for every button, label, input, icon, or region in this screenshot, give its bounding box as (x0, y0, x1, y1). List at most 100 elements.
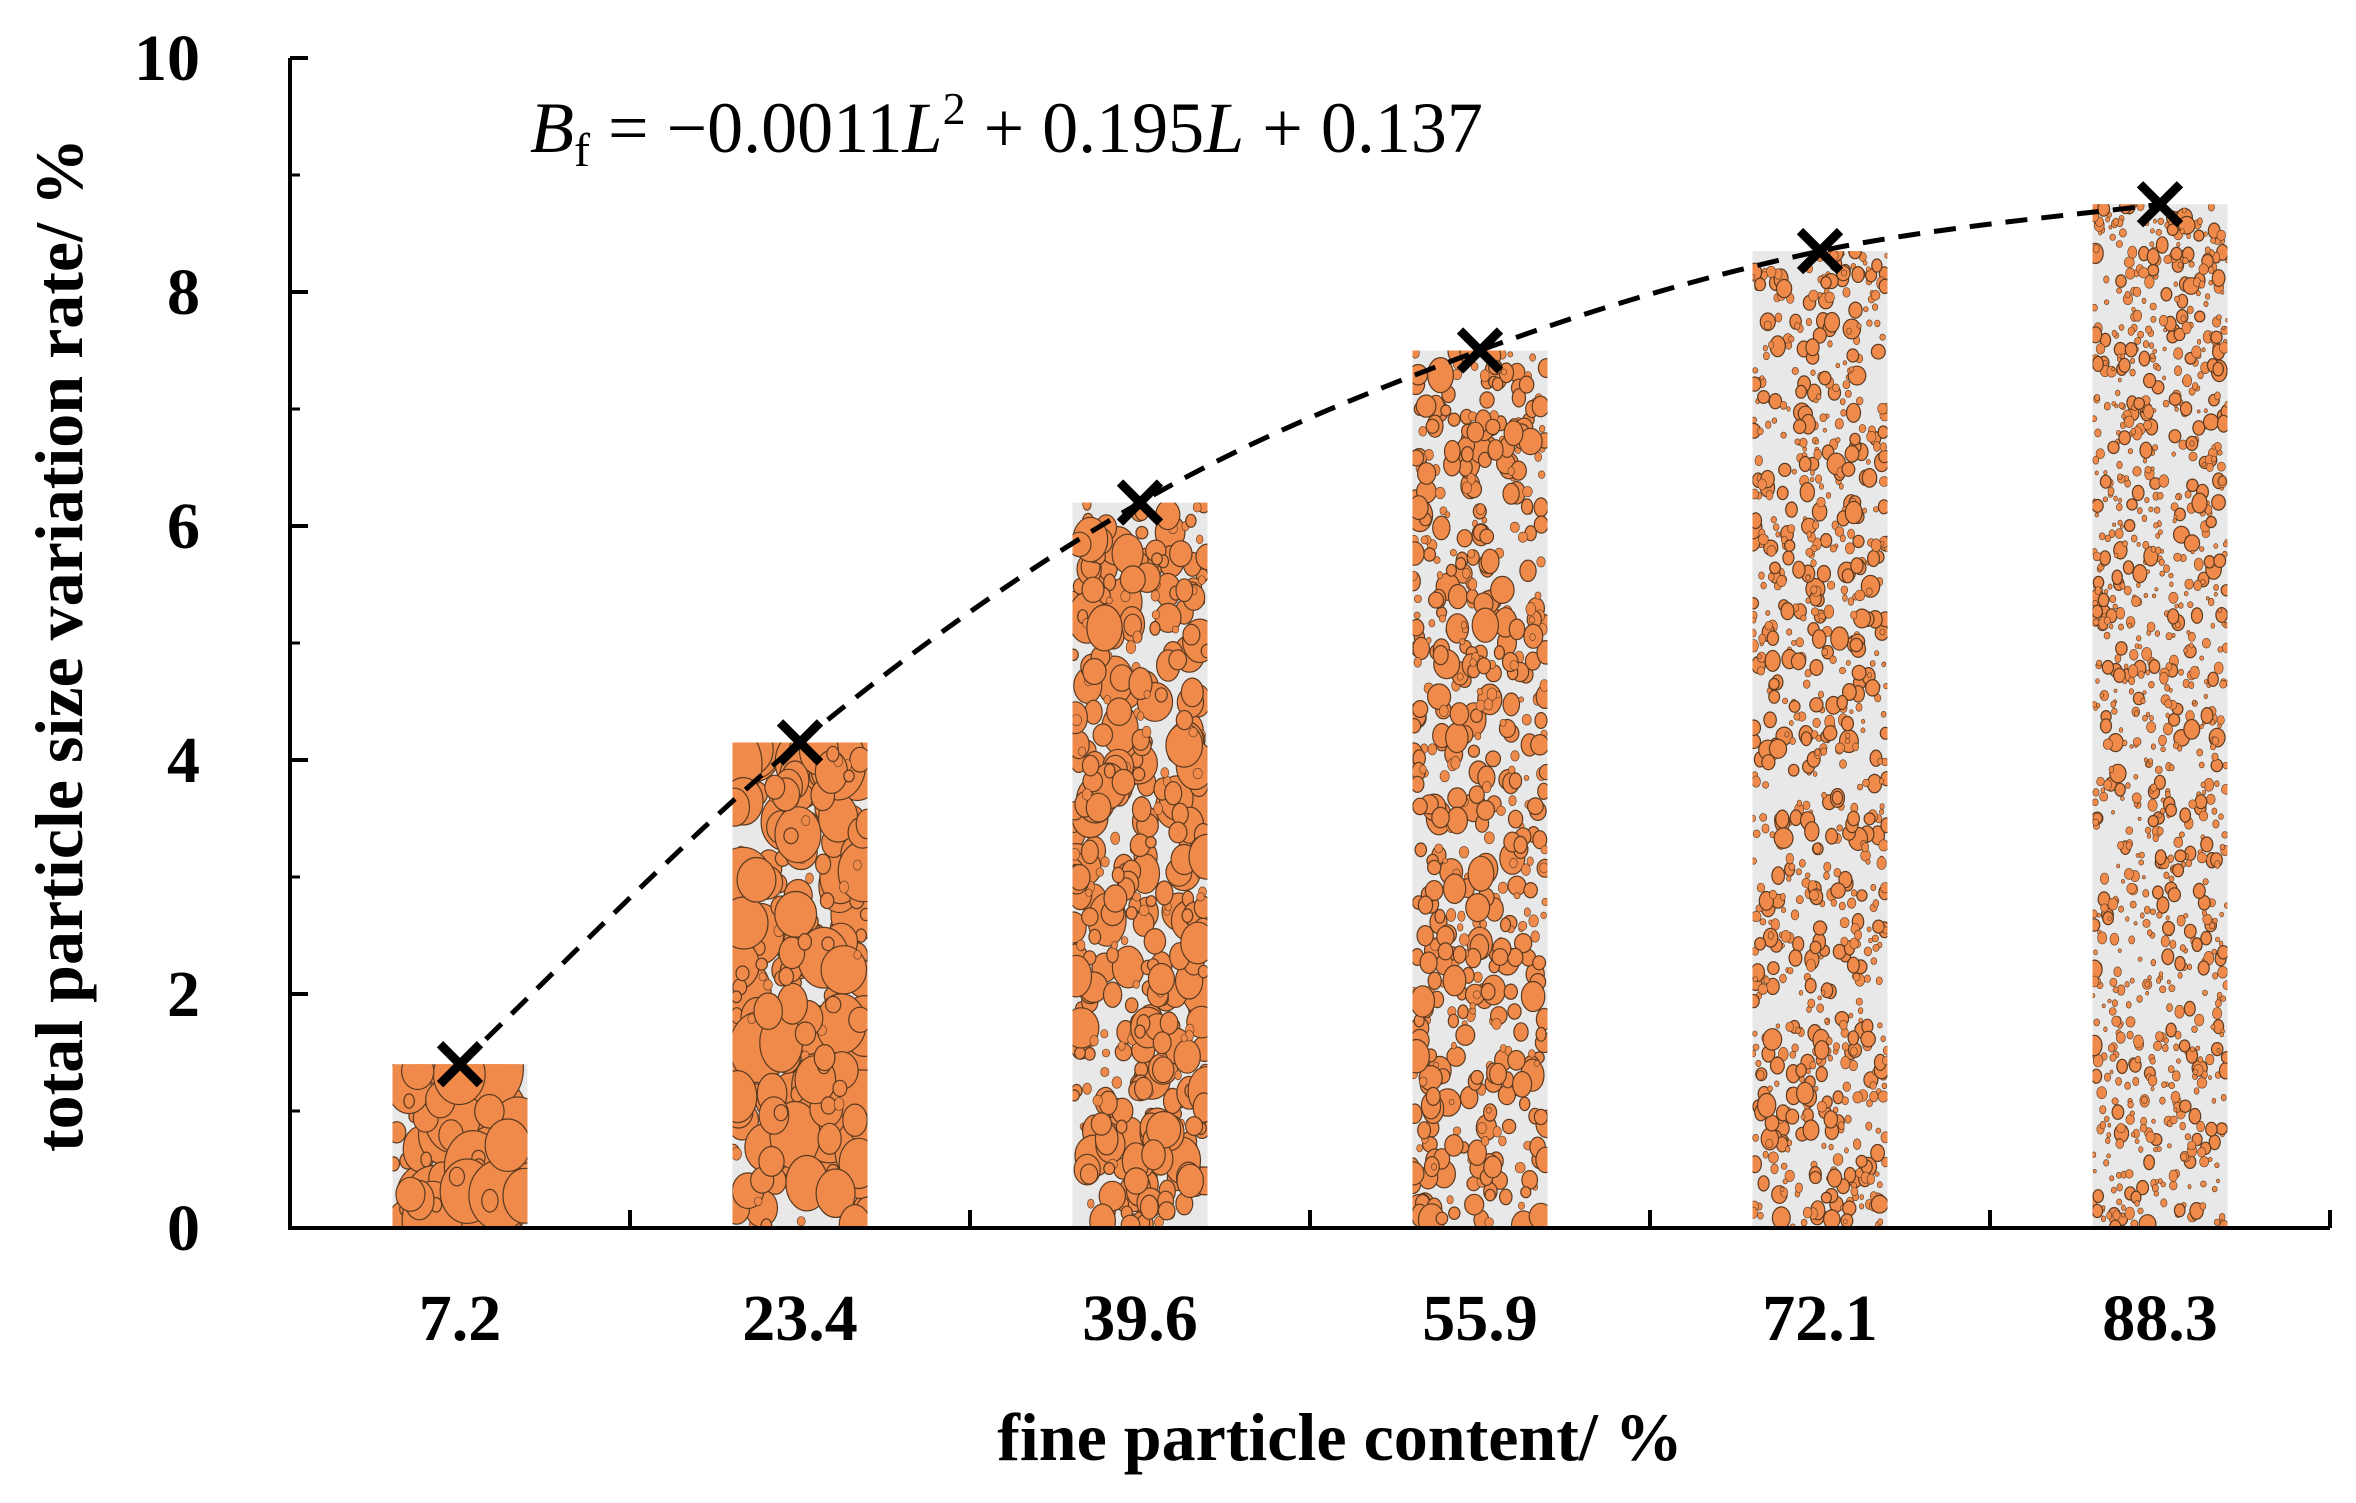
particle (2174, 1004, 2185, 1019)
particle (1880, 1131, 1888, 1144)
particle (2194, 794, 2208, 810)
particle (2149, 342, 2155, 349)
particle (1491, 1018, 1502, 1030)
particle (2092, 918, 2101, 932)
particle (2192, 1068, 2199, 1076)
particle (2160, 746, 2166, 753)
equation-part3: + 0.137 (1244, 88, 1483, 168)
particle (1819, 483, 1825, 490)
particle (2141, 514, 2148, 523)
particle (1829, 655, 1837, 664)
particle (2166, 608, 2180, 625)
particle (1756, 882, 1766, 893)
particle (2173, 1107, 2178, 1113)
particle (2115, 389, 2121, 397)
particle (1881, 1157, 1888, 1168)
particle (1139, 1194, 1159, 1220)
particle (1115, 1119, 1128, 1134)
particle (1124, 997, 1139, 1014)
particle (2210, 1024, 2216, 1030)
particle (1854, 929, 1862, 941)
particle (2220, 584, 2228, 597)
particle (2116, 460, 2123, 469)
particle (1758, 571, 1765, 580)
particle (2193, 1087, 2200, 1095)
particle (1788, 949, 1803, 967)
particle (2198, 263, 2209, 275)
particle (2107, 998, 2112, 1004)
particle (1788, 863, 1796, 871)
particle (2213, 1218, 2221, 1226)
particle (1446, 806, 1468, 835)
particle (1509, 660, 1519, 671)
particle (1875, 1127, 1882, 1134)
particle (1870, 538, 1882, 552)
particle (2134, 1138, 2140, 1144)
particle (1450, 756, 1461, 770)
particle (1762, 1150, 1769, 1159)
particle (2169, 1115, 2178, 1125)
particle (2182, 374, 2192, 388)
particle (1072, 954, 1093, 998)
particle (1851, 664, 1867, 681)
particle (1770, 1163, 1779, 1175)
particle (1842, 287, 1851, 298)
particle (2173, 836, 2184, 848)
particle (2179, 1099, 2192, 1113)
particle (1483, 1155, 1503, 1179)
particle (2138, 851, 2145, 859)
particle (2167, 887, 2181, 903)
particle (2214, 1162, 2220, 1169)
particle (1874, 319, 1881, 328)
particle (1537, 470, 1546, 479)
particle (2145, 990, 2150, 996)
particle (1412, 718, 1422, 734)
particle (2219, 341, 2228, 354)
particle (2174, 603, 2179, 609)
particle (2111, 707, 2118, 715)
particle (1817, 995, 1822, 1001)
particle (1784, 731, 1790, 738)
particle (2152, 348, 2157, 354)
particle (1863, 812, 1876, 826)
particle (1171, 625, 1180, 634)
particle (1864, 268, 1878, 283)
x-tick-label: 72.1 (1762, 1282, 1878, 1355)
particle (1425, 1086, 1441, 1107)
particle (1469, 1002, 1476, 1010)
particle (2111, 810, 2115, 815)
particle (2118, 357, 2131, 373)
particle (2093, 949, 2098, 956)
particle (1802, 1119, 1820, 1141)
particle (1523, 907, 1531, 917)
particle (1856, 889, 1868, 902)
particle (1434, 843, 1444, 854)
equation-part2: + 0.195 (966, 88, 1205, 168)
particle (755, 957, 768, 971)
particle (2203, 300, 2209, 308)
particle (1847, 528, 1855, 539)
particle (2188, 642, 2194, 649)
particle (2203, 693, 2208, 700)
bar-particles-1 (732, 742, 868, 1228)
particle (2160, 286, 2173, 302)
particle (1761, 271, 1768, 280)
particle (1849, 937, 1859, 950)
particle (2112, 603, 2118, 610)
particle (1759, 813, 1768, 822)
particle (1776, 575, 1787, 587)
particle (1812, 717, 1821, 728)
particle (1457, 1004, 1469, 1020)
particle (1798, 455, 1812, 473)
particle (1168, 649, 1188, 671)
equation-B: B (530, 88, 574, 168)
particle (2111, 329, 2117, 337)
particle (1804, 872, 1811, 879)
particle (1514, 1162, 1526, 1174)
particle (2111, 569, 2123, 586)
particle (2125, 841, 2133, 850)
particle (1866, 587, 1873, 596)
particle (1513, 1022, 1529, 1042)
particle (2133, 773, 2139, 780)
particle (1752, 367, 1759, 374)
